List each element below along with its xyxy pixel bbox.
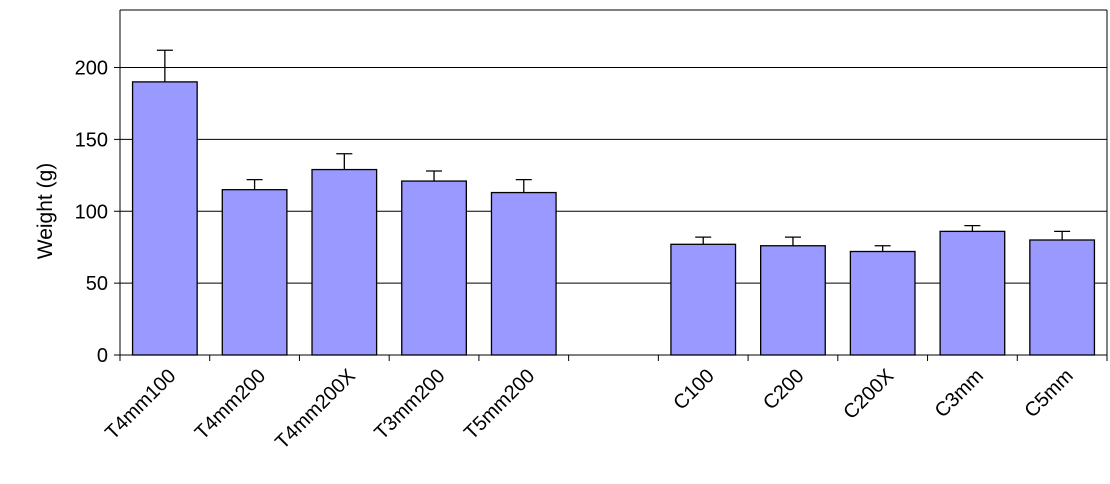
y-tick-label: 50	[86, 273, 108, 295]
x-category-label: C200	[759, 365, 808, 414]
axes	[114, 9, 1108, 361]
bar	[221, 189, 288, 356]
bars	[131, 81, 1096, 356]
bar	[490, 191, 557, 356]
bar	[939, 230, 1006, 356]
bar	[670, 243, 737, 356]
x-category-label: C200X	[839, 365, 898, 424]
y-tick-label: 150	[75, 129, 108, 151]
bar	[760, 245, 826, 356]
y-tick-label: 100	[75, 201, 108, 223]
bar	[1029, 239, 1096, 356]
x-category-labels: T4mm100 T4mm200 T4mm200X T3mm200 T5mm200 C100…	[101, 365, 1077, 454]
y-tick-label: 0	[97, 345, 108, 367]
x-category-label: T4mm200	[191, 365, 270, 444]
x-category-label: C3mm	[931, 365, 988, 422]
bar	[401, 180, 467, 356]
x-category-label: C5mm	[1020, 365, 1077, 422]
x-category-label: T5mm200	[460, 365, 539, 444]
bar	[849, 250, 916, 356]
y-tick-label: 200	[75, 58, 108, 80]
y-tick-labels: 0 50 100 150 200	[75, 58, 108, 368]
x-category-label: T4mm200X	[271, 365, 360, 454]
x-category-label: C100	[669, 365, 718, 414]
y-axis-title: Weight (g)	[34, 163, 57, 259]
x-category-label: T4mm100	[101, 365, 180, 444]
bar	[131, 81, 198, 356]
x-category-label: T3mm200	[370, 365, 449, 444]
bar	[311, 168, 378, 356]
error-bars	[156, 49, 1071, 252]
